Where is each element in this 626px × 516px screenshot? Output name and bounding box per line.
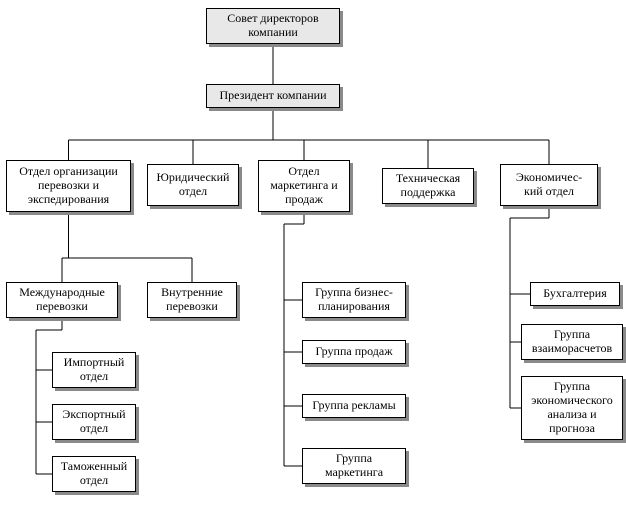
- node-label: Экспортныйотдел: [62, 408, 125, 436]
- org-chart: Совет директоровкомпании Президент компан…: [0, 0, 626, 516]
- node-label: Таможенныйотдел: [61, 460, 127, 488]
- node-d4: Техническаяподдержка: [382, 168, 474, 204]
- node-label: Отделмаркетинга ипродаж: [270, 165, 337, 206]
- node-p1a: Импортныйотдел: [52, 352, 136, 388]
- node-label: Совет директоровкомпании: [227, 12, 318, 40]
- node-label: Экономичес-кий отдел: [516, 171, 582, 199]
- node-e3: Группаэкономическогоанализа ипрогноза: [521, 376, 623, 440]
- node-label: Президент компании: [220, 89, 327, 103]
- node-m3: Группа рекламы: [302, 394, 406, 418]
- node-label: Внутренниеперевозки: [161, 286, 223, 314]
- node-d1: Отдел организацииперевозки иэкспедирован…: [6, 160, 131, 212]
- node-label: Группамаркетинга: [325, 452, 383, 480]
- node-p1: Международныеперевозки: [6, 282, 118, 318]
- node-label: Импортныйотдел: [64, 356, 125, 384]
- node-p1c: Таможенныйотдел: [52, 456, 136, 492]
- node-label: Отдел организацииперевозки иэкспедирован…: [19, 165, 118, 206]
- node-label: Группавзаиморасчетов: [532, 328, 612, 356]
- node-d3: Отделмаркетинга ипродаж: [258, 160, 350, 212]
- node-label: Группаэкономическогоанализа ипрогноза: [531, 380, 612, 435]
- node-board: Совет директоровкомпании: [206, 8, 340, 44]
- node-d2: Юридическийотдел: [147, 164, 239, 206]
- node-m4: Группамаркетинга: [302, 448, 406, 484]
- node-p1b: Экспортныйотдел: [52, 404, 136, 440]
- node-p2: Внутренниеперевозки: [147, 282, 237, 318]
- node-label: Бухгалтерия: [543, 287, 606, 301]
- node-label: Юридическийотдел: [157, 171, 230, 199]
- node-label: Группа рекламы: [312, 399, 395, 413]
- node-d5: Экономичес-кий отдел: [500, 164, 598, 206]
- node-m1: Группа бизнес-планирования: [302, 282, 406, 318]
- node-label: Группа бизнес-планирования: [315, 286, 393, 314]
- node-president: Президент компании: [206, 84, 340, 108]
- node-m2: Группа продаж: [302, 340, 406, 364]
- node-label: Международныеперевозки: [19, 286, 105, 314]
- node-e2: Группавзаиморасчетов: [521, 324, 623, 360]
- node-e1: Бухгалтерия: [530, 282, 620, 306]
- node-label: Техническаяподдержка: [396, 172, 460, 200]
- node-label: Группа продаж: [316, 345, 393, 359]
